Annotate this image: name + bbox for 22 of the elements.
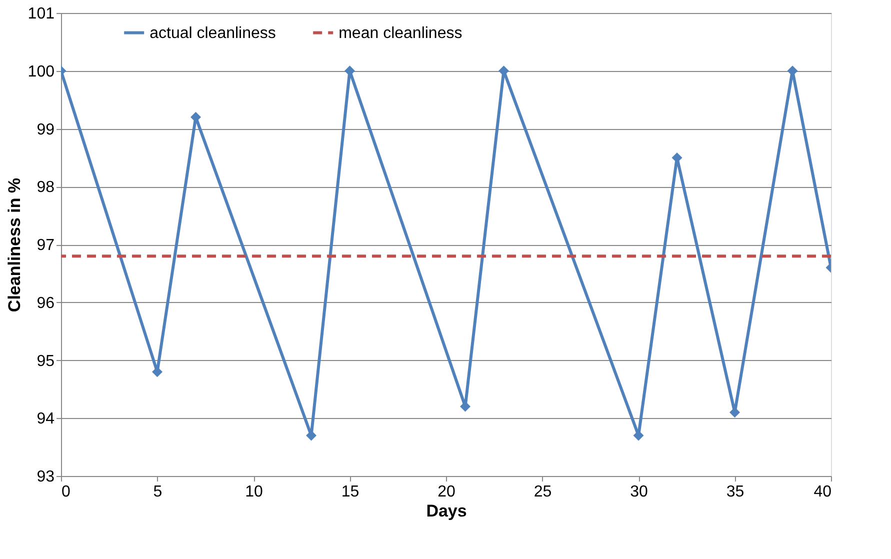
y-tick-label: 97 [36,237,55,254]
x-tick-label: 10 [245,484,263,500]
y-tick-label: 94 [36,410,55,428]
x-tick-label: 25 [534,484,552,500]
x-tick-label: 30 [630,484,648,500]
y-tick-label: 99 [36,121,55,138]
x-tick-label: 0 [62,484,70,500]
y-tick-label: 101 [28,6,55,22]
x-tick-label: 15 [341,484,360,500]
x-tick-label: 20 [438,484,456,500]
y-tick-label: 100 [28,63,55,80]
y-axis-title: Cleanliness in % [4,178,24,312]
legend-label: actual cleanliness [150,24,276,42]
y-tick-label: 98 [36,179,55,196]
legend-label: mean cleanliness [338,24,462,42]
x-tick-label: 35 [726,484,744,500]
x-axis-title: Days [426,502,467,520]
y-tick-label: 93 [36,468,55,486]
x-tick-label: 40 [814,484,832,500]
y-tick-label: 96 [36,294,55,312]
y-tick-label: 95 [36,352,55,370]
x-tick-label: 5 [153,484,162,500]
